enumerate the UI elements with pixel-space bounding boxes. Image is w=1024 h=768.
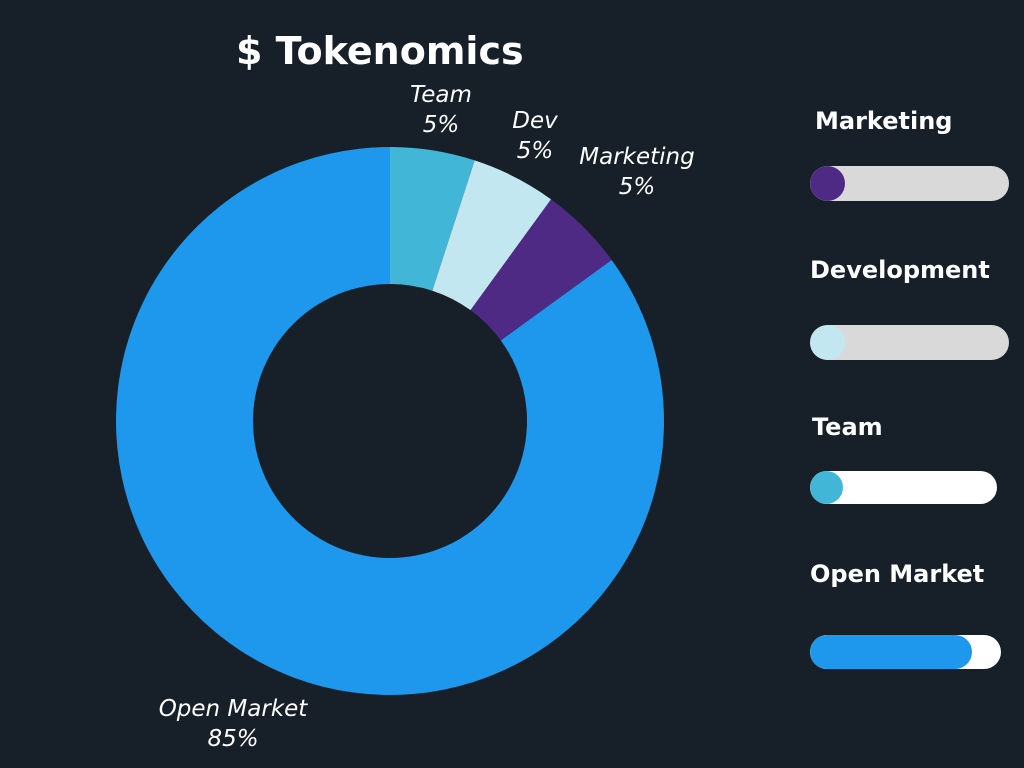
legend-bar-marketing bbox=[810, 166, 1009, 201]
legend-bar-fill-marketing bbox=[810, 166, 845, 201]
legend-name-team: Team bbox=[812, 413, 883, 441]
legend-bar-team bbox=[810, 471, 997, 504]
slice-value-dev: 5% bbox=[516, 138, 554, 164]
donut-slice-open-market bbox=[115, 147, 664, 695]
legend-bar-fill-team bbox=[810, 471, 843, 504]
legend-name-open-market: Open Market bbox=[810, 560, 985, 588]
slice-label-team: Team 5% bbox=[396, 80, 486, 140]
slice-name-open-market: Open Market bbox=[158, 696, 308, 722]
slice-name-dev: Dev bbox=[512, 108, 558, 134]
slice-label-dev: Dev 5% bbox=[494, 106, 576, 166]
donut-slice-team bbox=[390, 147, 475, 291]
slice-value-team: 5% bbox=[422, 112, 460, 138]
slice-label-open-market: Open Market 85% bbox=[140, 694, 326, 754]
legend-bar-development bbox=[810, 325, 1009, 360]
legend-name-development: Development bbox=[810, 256, 990, 284]
slice-name-marketing: Marketing bbox=[579, 144, 695, 170]
donut-slice-marketing bbox=[470, 199, 612, 341]
legend-bar-fill-development bbox=[810, 325, 845, 360]
legend-bar-open-market bbox=[810, 635, 1001, 669]
legend-bar-fill-open-market bbox=[810, 635, 972, 669]
page-title: $ Tokenomics bbox=[236, 29, 524, 73]
legend-name-marketing: Marketing bbox=[815, 107, 953, 135]
slice-value-marketing: 5% bbox=[618, 174, 656, 200]
slice-value-open-market: 85% bbox=[207, 726, 259, 752]
donut-slice-dev bbox=[432, 160, 552, 311]
slice-label-marketing: Marketing 5% bbox=[566, 142, 708, 202]
slice-name-team: Team bbox=[410, 82, 472, 108]
